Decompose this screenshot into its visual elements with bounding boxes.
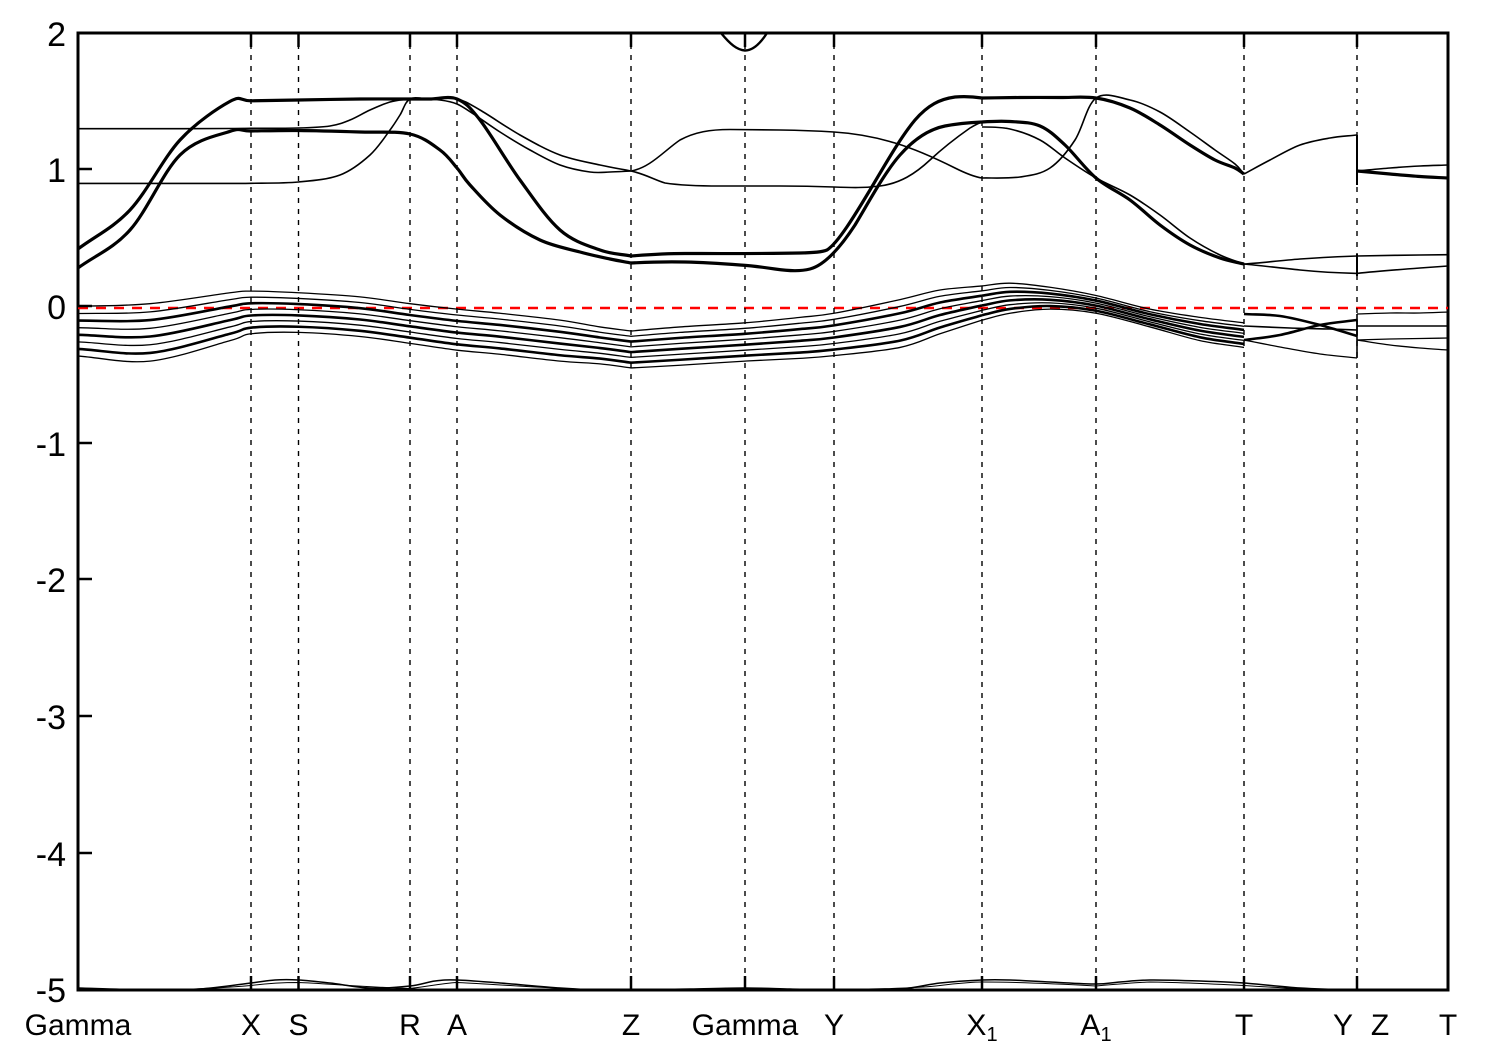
svg-text:Z: Z (1371, 1009, 1389, 1042)
svg-text:X1: X1 (966, 1009, 997, 1046)
svg-text:Y: Y (1333, 1009, 1353, 1042)
svg-text:Gamma: Gamma (25, 1009, 132, 1042)
svg-text:Z: Z (622, 1009, 640, 1042)
svg-text:S: S (288, 1009, 308, 1042)
svg-text:X: X (241, 1009, 261, 1042)
svg-text:1: 1 (47, 152, 66, 190)
svg-text:-2: -2 (36, 562, 66, 600)
svg-text:-4: -4 (36, 836, 66, 874)
svg-text:Y: Y (824, 1009, 844, 1042)
svg-text:R: R (399, 1009, 421, 1042)
svg-text:-3: -3 (36, 699, 66, 737)
svg-text:-1: -1 (36, 426, 66, 464)
svg-text:A1: A1 (1080, 1009, 1111, 1046)
svg-text:2: 2 (47, 16, 66, 54)
svg-text:A: A (447, 1009, 467, 1042)
svg-text:T: T (1235, 1009, 1253, 1042)
svg-text:T: T (1439, 1009, 1457, 1042)
svg-text:0: 0 (47, 289, 66, 327)
svg-text:-5: -5 (36, 972, 66, 1010)
svg-text:Gamma: Gamma (692, 1009, 799, 1042)
